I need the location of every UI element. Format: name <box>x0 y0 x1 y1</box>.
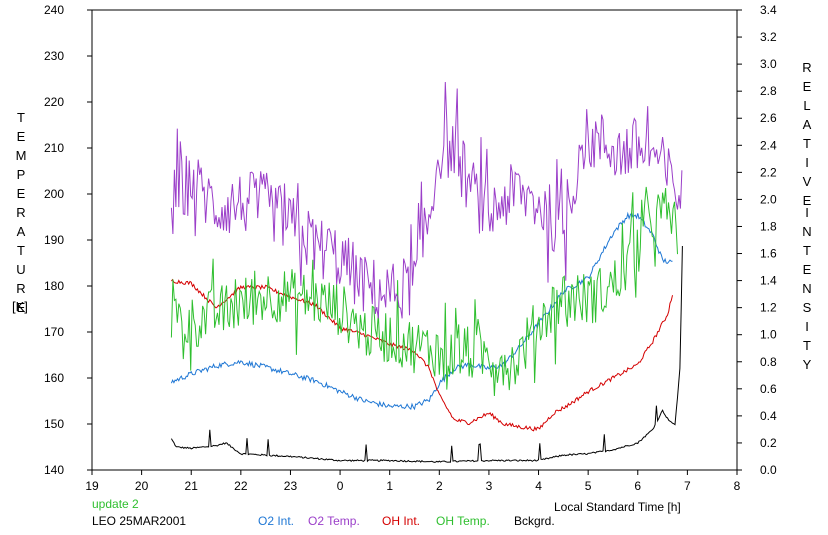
x-tick-label: 7 <box>684 479 691 493</box>
series-o2-int <box>170 211 673 411</box>
y-right-tick-label: 1.6 <box>760 247 777 261</box>
series-oh-temp <box>170 186 678 397</box>
y-right-tick-label: 0.4 <box>760 409 777 423</box>
y-right-tick-label: 2.8 <box>760 84 777 98</box>
x-tick-label: 5 <box>585 479 592 493</box>
x-axis-label: Local Standard Time [h] <box>554 500 681 514</box>
x-tick-label: 4 <box>535 479 542 493</box>
y-left-tick-label: 140 <box>44 463 64 477</box>
update-label: update 2 <box>92 497 139 511</box>
y-right-tick-label: 1.2 <box>760 301 777 315</box>
x-tick-label: 21 <box>185 479 199 493</box>
x-tick-label: 22 <box>234 479 248 493</box>
y-left-tick-label: 240 <box>44 3 64 17</box>
y-right-tick-label: 0.2 <box>760 436 777 450</box>
x-tick-label: 19 <box>85 479 99 493</box>
y-left-tick-label: 160 <box>44 371 64 385</box>
station-date-label: LEO 25MAR2001 <box>92 514 187 528</box>
y-left-tick-label: 190 <box>44 233 64 247</box>
x-tick-label: 1 <box>386 479 393 493</box>
x-tick-label: 8 <box>734 479 741 493</box>
y-right-tick-label: 0.6 <box>760 382 777 396</box>
y-left-tick-label: 150 <box>44 417 64 431</box>
x-tick-label: 20 <box>135 479 149 493</box>
y-right-tick-label: 1.4 <box>760 274 777 288</box>
y-right-tick-label: 0.8 <box>760 355 777 369</box>
series-layer <box>170 81 683 463</box>
y-right-tick-label: 3.2 <box>760 30 777 44</box>
legend-oh-temp: OH Temp. <box>436 514 490 528</box>
y-left-tick-label: 230 <box>44 49 64 63</box>
x-tick-label: 3 <box>486 479 493 493</box>
series-o2-temp <box>170 81 683 319</box>
y-right-tick-label: 2.2 <box>760 165 777 179</box>
y-right-tick-label: 3.0 <box>760 57 777 71</box>
y-right-tick-label: 2.4 <box>760 138 777 152</box>
x-tick-label: 23 <box>284 479 298 493</box>
x-tick-label: 2 <box>436 479 443 493</box>
y-right-tick-label: 1.8 <box>760 219 777 233</box>
y-left-tick-label: 170 <box>44 325 64 339</box>
axis-ticks <box>87 9 742 475</box>
y-right-tick-label: 2.6 <box>760 111 777 125</box>
y-left-tick-label: 180 <box>44 279 64 293</box>
left-axis-unit: [K] <box>12 299 28 314</box>
y-right-tick-label: 1.0 <box>760 328 777 342</box>
y-right-tick-label: 3.4 <box>760 3 777 17</box>
series-bckgrd <box>170 245 683 463</box>
tick-labels: 19 20 21 22 23 0 1 2 3 4 5 6 7 8140150160170180190200… <box>44 3 777 493</box>
legend-o2-int: O2 Int. <box>258 514 295 528</box>
x-tick-label: 6 <box>634 479 641 493</box>
y-left-tick-label: 210 <box>44 141 64 155</box>
legend-oh-int: OH Int. <box>382 514 421 528</box>
legend-bckgrd: Bckgrd. <box>514 514 555 528</box>
y-right-tick-label: 0.0 <box>760 463 777 477</box>
x-tick-label: 0 <box>337 479 344 493</box>
legend-o2-temp: O2 Temp. <box>308 514 360 528</box>
y-right-tick-label: 2.0 <box>760 192 777 206</box>
y-left-tick-label: 220 <box>44 95 64 109</box>
y-left-tick-label: 200 <box>44 187 64 201</box>
